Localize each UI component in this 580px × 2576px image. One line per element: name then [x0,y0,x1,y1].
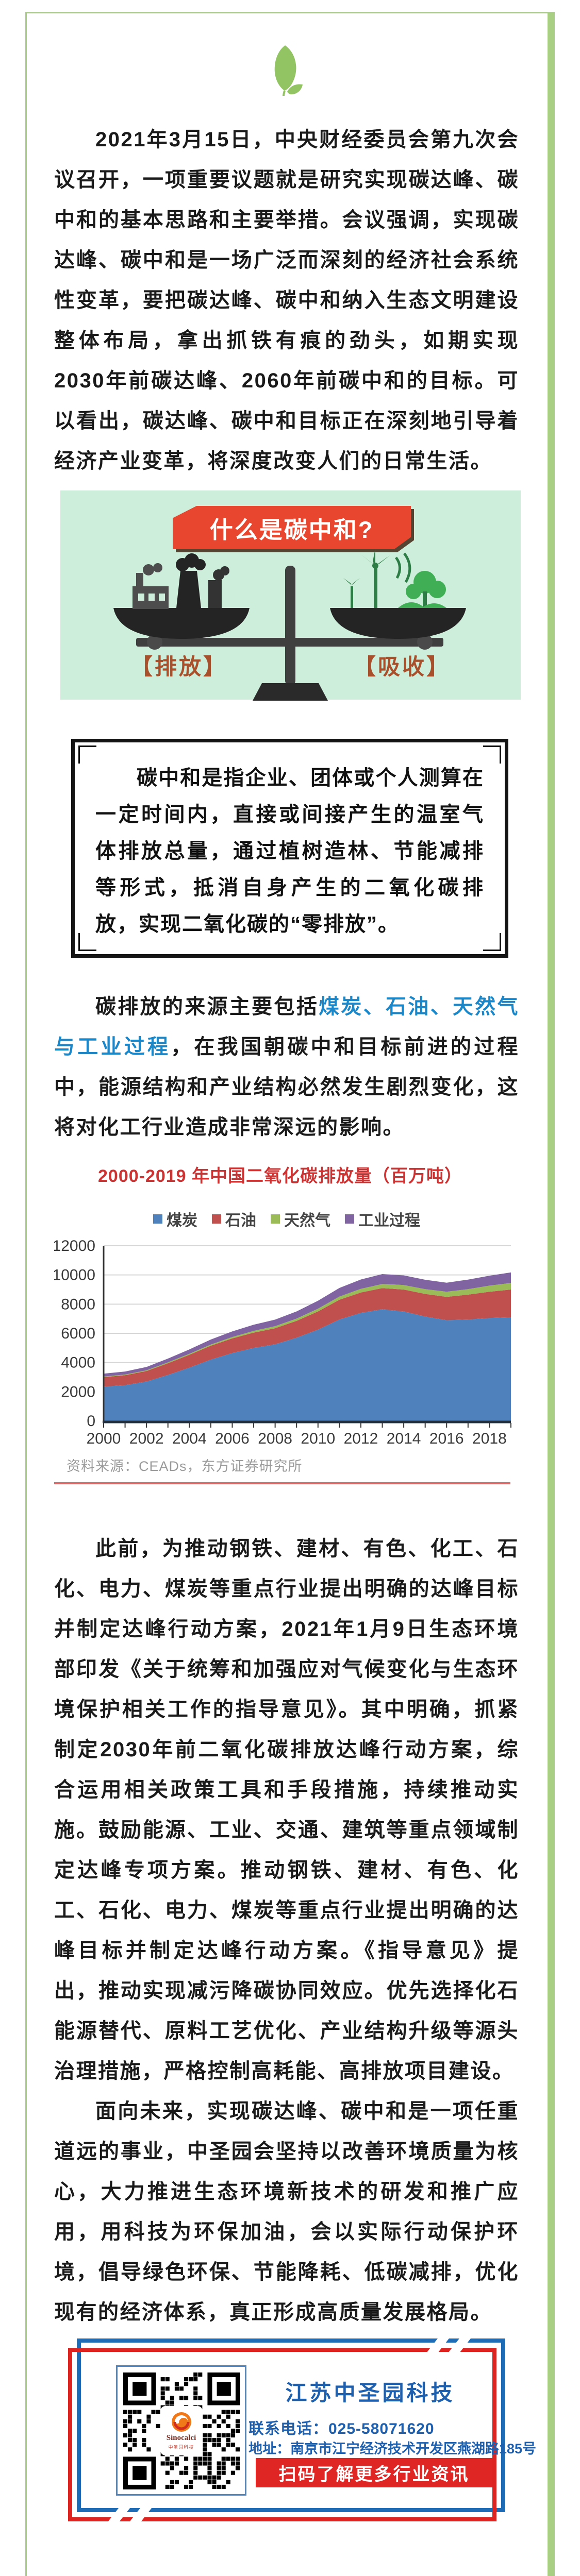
svg-text:2014: 2014 [387,1430,421,1446]
leaf-icon [267,44,307,96]
corner-mark-icon [78,933,96,951]
company-footer-card: Sinocalci 中圣园科技 江苏中圣园科技 联系电话：025-5807162… [68,2333,536,2527]
paragraph-4: 面向未来，实现碳达峰、碳中和是一项任重道远的事业，中圣园会坚持以改善环境质量为核… [54,2100,519,2324]
svg-text:2012: 2012 [344,1430,378,1446]
qr-code-pattern [123,2372,240,2489]
svg-text:2006: 2006 [215,1430,250,1446]
legend-item-煤炭: 煤炭 [153,1208,197,1230]
definition-quote-box: 碳中和是指企业、团体或个人测算在一定时间内，直接或间接产生的温室气体排放总量，通… [71,739,508,958]
phone-number: 025-58071620 [328,2420,435,2437]
svg-text:2018: 2018 [472,1430,507,1446]
paragraph-2: 碳排放的来源主要包括煤炭、石油、天然气与工业过程，在我国朝碳中和目标前进的过程中… [54,987,519,1147]
paragraph-2-prefix: 碳排放的来源主要包括 [95,995,319,1018]
qr-center-logo: Sinocalci 中圣园科技 [160,2405,203,2455]
infographic-banner: 什么是碳中和? [173,506,411,549]
paragraph-3: 此前，为推动钢铁、建材、有色、化工、石化、电力、煤炭等重点行业提出明确的达峰目标… [54,1537,519,2082]
page-border-left [25,12,27,2576]
address-label: 地址： [248,2441,290,2456]
footer-frame-blue [77,2338,505,2512]
qr-code[interactable]: Sinocalci 中圣园科技 [116,2365,246,2496]
article-content: 2021年3月15日，中央财经委员会第九次会议召开，一项重要议题就是研究实现碳达… [54,0,536,2527]
page-border-right [548,12,555,2576]
legend-label: 煤炭 [167,1212,197,1229]
legend-swatch [212,1214,221,1224]
legend-label: 天然气 [284,1212,330,1229]
sinocalci-logo-icon [171,2412,191,2432]
legend-item-石油: 石油 [212,1208,256,1230]
definition-quote-text: 碳中和是指企业、团体或个人测算在一定时间内，直接或间接产生的温室气体排放总量，通… [95,767,484,936]
chart-source-note: 资料来源：CEADs，东方证券研究所 [67,1459,303,1474]
paragraph-2-highlight: 煤炭、石油、天然气与工业过程 [54,995,520,1058]
svg-text:12000: 12000 [54,1240,95,1255]
logo-brand-text: Sinocalci [166,2433,196,2442]
footer-frame-red [68,2348,496,2521]
corner-mark-icon [78,745,96,764]
balance-scale-icon [113,548,466,701]
logo-brand-subtext: 中圣园科技 [168,2444,194,2450]
svg-text:2010: 2010 [301,1430,335,1446]
svg-text:2000: 2000 [87,1430,121,1446]
svg-text:2002: 2002 [129,1430,164,1446]
address-value: 南京市江宁经济技术开发区燕湖路185号 [290,2441,537,2456]
svg-text:2004: 2004 [172,1430,207,1446]
page-border-top [25,12,548,13]
legend-swatch [345,1214,354,1224]
svg-text:2016: 2016 [429,1430,464,1446]
emission-label: 【排放】 [130,655,227,680]
legend-item-天然气: 天然气 [271,1208,330,1230]
legend-label: 石油 [225,1212,256,1229]
paragraph-2-rest: ，在我国朝碳中和目标前进的过程中，能源结构和产业结构必然发生剧烈变化，这将对化工… [54,1036,520,1139]
phone-label: 联系电话： [248,2420,328,2437]
chart-legend: 煤炭 石油 天然气 工业过程 [54,1208,519,1230]
chart-divider-line [54,1482,510,1484]
legend-label: 工业过程 [358,1212,420,1229]
svg-text:2000: 2000 [61,1383,95,1400]
legend-item-工业过程: 工业过程 [345,1208,420,1230]
address-line: 地址：南京市江宁经济技术开发区燕湖路185号 [248,2437,536,2458]
paragraph-1: 2021年3月15日，中央财经委员会第九次会议召开，一项重要议题就是研究实现碳达… [54,128,519,472]
absorption-label: 【吸收】 [354,655,451,680]
scan-cta-button[interactable]: 扫码了解更多行业资讯 [256,2458,492,2487]
svg-text:4000: 4000 [61,1354,95,1371]
corner-mark-icon [483,745,501,764]
legend-swatch [153,1214,162,1224]
company-name: 江苏中圣园科技 [285,2381,455,2405]
svg-text:2008: 2008 [258,1430,292,1446]
svg-text:8000: 8000 [61,1296,95,1313]
svg-text:10000: 10000 [54,1267,95,1284]
banner-title: 什么是碳中和? [209,516,374,543]
svg-text:6000: 6000 [61,1325,95,1342]
phone-line: 联系电话：025-58071620 [248,2416,435,2438]
carbon-neutrality-infographic: 什么是碳中和? [60,490,521,701]
chart-title: 2000-2019 年中国二氧化碳排放量（百万吨） [98,1166,463,1186]
legend-swatch [271,1214,280,1224]
svg-text:0: 0 [87,1413,95,1430]
corner-mark-icon [483,933,501,951]
